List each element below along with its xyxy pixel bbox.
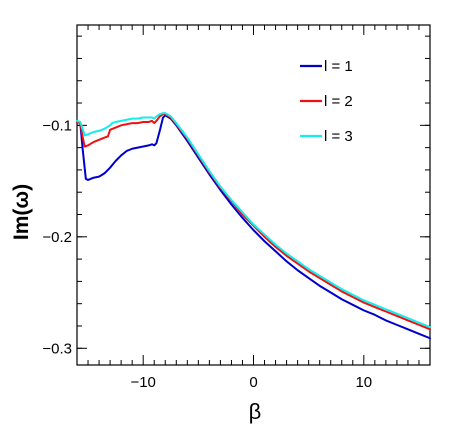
legend-label-l-1: l = 1 (324, 58, 353, 75)
legend-label-l-2: l = 2 (324, 93, 353, 110)
plot-frame (76, 24, 431, 366)
legend: l = 1 l = 2 l = 3 (300, 58, 353, 145)
x-axis-ticks: −10 0 10 (130, 374, 372, 391)
series-line-l-3 (76, 112, 431, 329)
x-tick-label: 10 (355, 374, 372, 391)
y-tick-label: −0.2 (42, 229, 72, 246)
y-tick-label: −0.1 (42, 117, 72, 134)
y-axis-title: Im(ω) (10, 184, 33, 240)
y-axis-ticks: −0.1 −0.2 −0.3 (42, 117, 430, 357)
series-lines (76, 112, 431, 340)
x-tick-label: −10 (130, 374, 155, 391)
x-tick-label: 0 (249, 374, 257, 391)
y-tick-label: −0.3 (42, 340, 72, 357)
legend-label-l-3: l = 3 (324, 128, 353, 145)
x-axis-title: β (249, 399, 262, 424)
